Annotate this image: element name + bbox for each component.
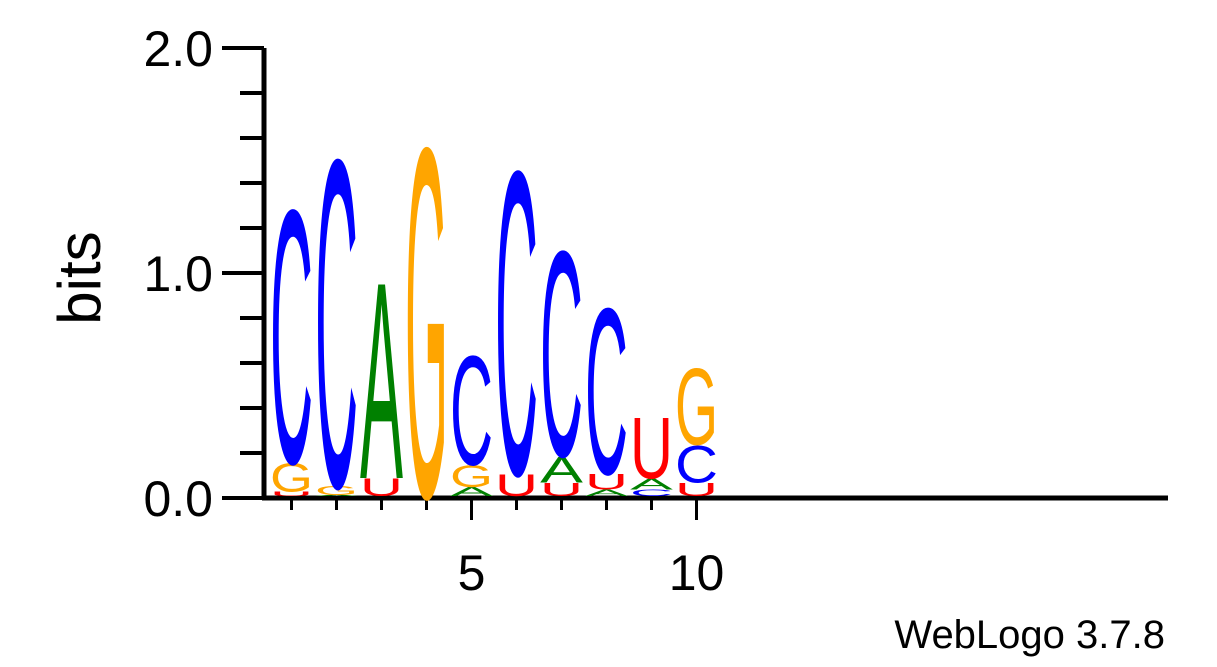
logo-letter-G: G <box>675 347 718 468</box>
logo-letter-A: A <box>585 487 628 498</box>
logo-letter-C: C <box>315 62 358 585</box>
logo-letter-U: U <box>585 469 628 494</box>
logo-letter-A: A <box>450 485 493 499</box>
stack-position-10: UCG <box>675 347 718 500</box>
logo-letter-U: U <box>360 474 403 502</box>
x-tick-label: 10 <box>669 545 725 601</box>
stack-position-8: AUC <box>585 258 628 524</box>
stack-position-6: UC <box>495 80 538 566</box>
logo-letter-U: U <box>630 398 673 496</box>
stack-position-1: UGC <box>270 136 313 541</box>
logo-letter-G: G <box>405 45 448 603</box>
logo-letter-U: U <box>675 479 718 500</box>
x-tick-label: 5 <box>458 545 486 601</box>
logo-letter-C: C <box>630 488 673 499</box>
logo-letter-U: U <box>540 479 583 500</box>
stack-position-7: UAC <box>540 189 583 517</box>
y-tick-label: 0.0 <box>143 471 213 527</box>
logo-letter-C: C <box>540 189 583 517</box>
logo-letter-C: C <box>585 258 628 524</box>
stack-position-3: UA <box>360 224 403 538</box>
logo-letter-G: G <box>450 458 493 493</box>
stack-position-2: AGC <box>315 62 359 585</box>
logo-letter-C: C <box>270 136 313 541</box>
logo-letter-U: U <box>270 490 313 497</box>
stack-position-9: CAU <box>630 398 674 498</box>
logo-letter-C: C <box>495 80 538 566</box>
y-axis-title: bits <box>46 231 113 324</box>
logo-letter-A: A <box>315 495 359 497</box>
x-axis: 5 10 <box>262 495 1168 601</box>
stack-position-4: G <box>405 45 448 603</box>
y-axis: 0.0 1.0 2.0 <box>143 21 267 527</box>
logo-letter-A: A <box>360 224 403 538</box>
logo-letter-U: U <box>495 468 538 503</box>
logo-letter-G: G <box>315 484 358 498</box>
logo-letter-C: C <box>675 434 718 493</box>
y-tick-label: 1.0 <box>143 246 213 302</box>
logo-letter-A: A <box>540 449 583 491</box>
y-tick-label: 2.0 <box>143 21 213 77</box>
logo-letter-C: C <box>450 324 493 498</box>
logo-letter-A: A <box>630 475 674 492</box>
stack-position-5: AGC <box>450 324 493 498</box>
weblogo-credit: WebLogo 3.7.8 <box>894 613 1165 657</box>
logo-letter-G: G <box>270 455 313 500</box>
letter-stacks: UGC AGC UA G AGC UC UAC AUC CAU UCG <box>270 45 718 603</box>
